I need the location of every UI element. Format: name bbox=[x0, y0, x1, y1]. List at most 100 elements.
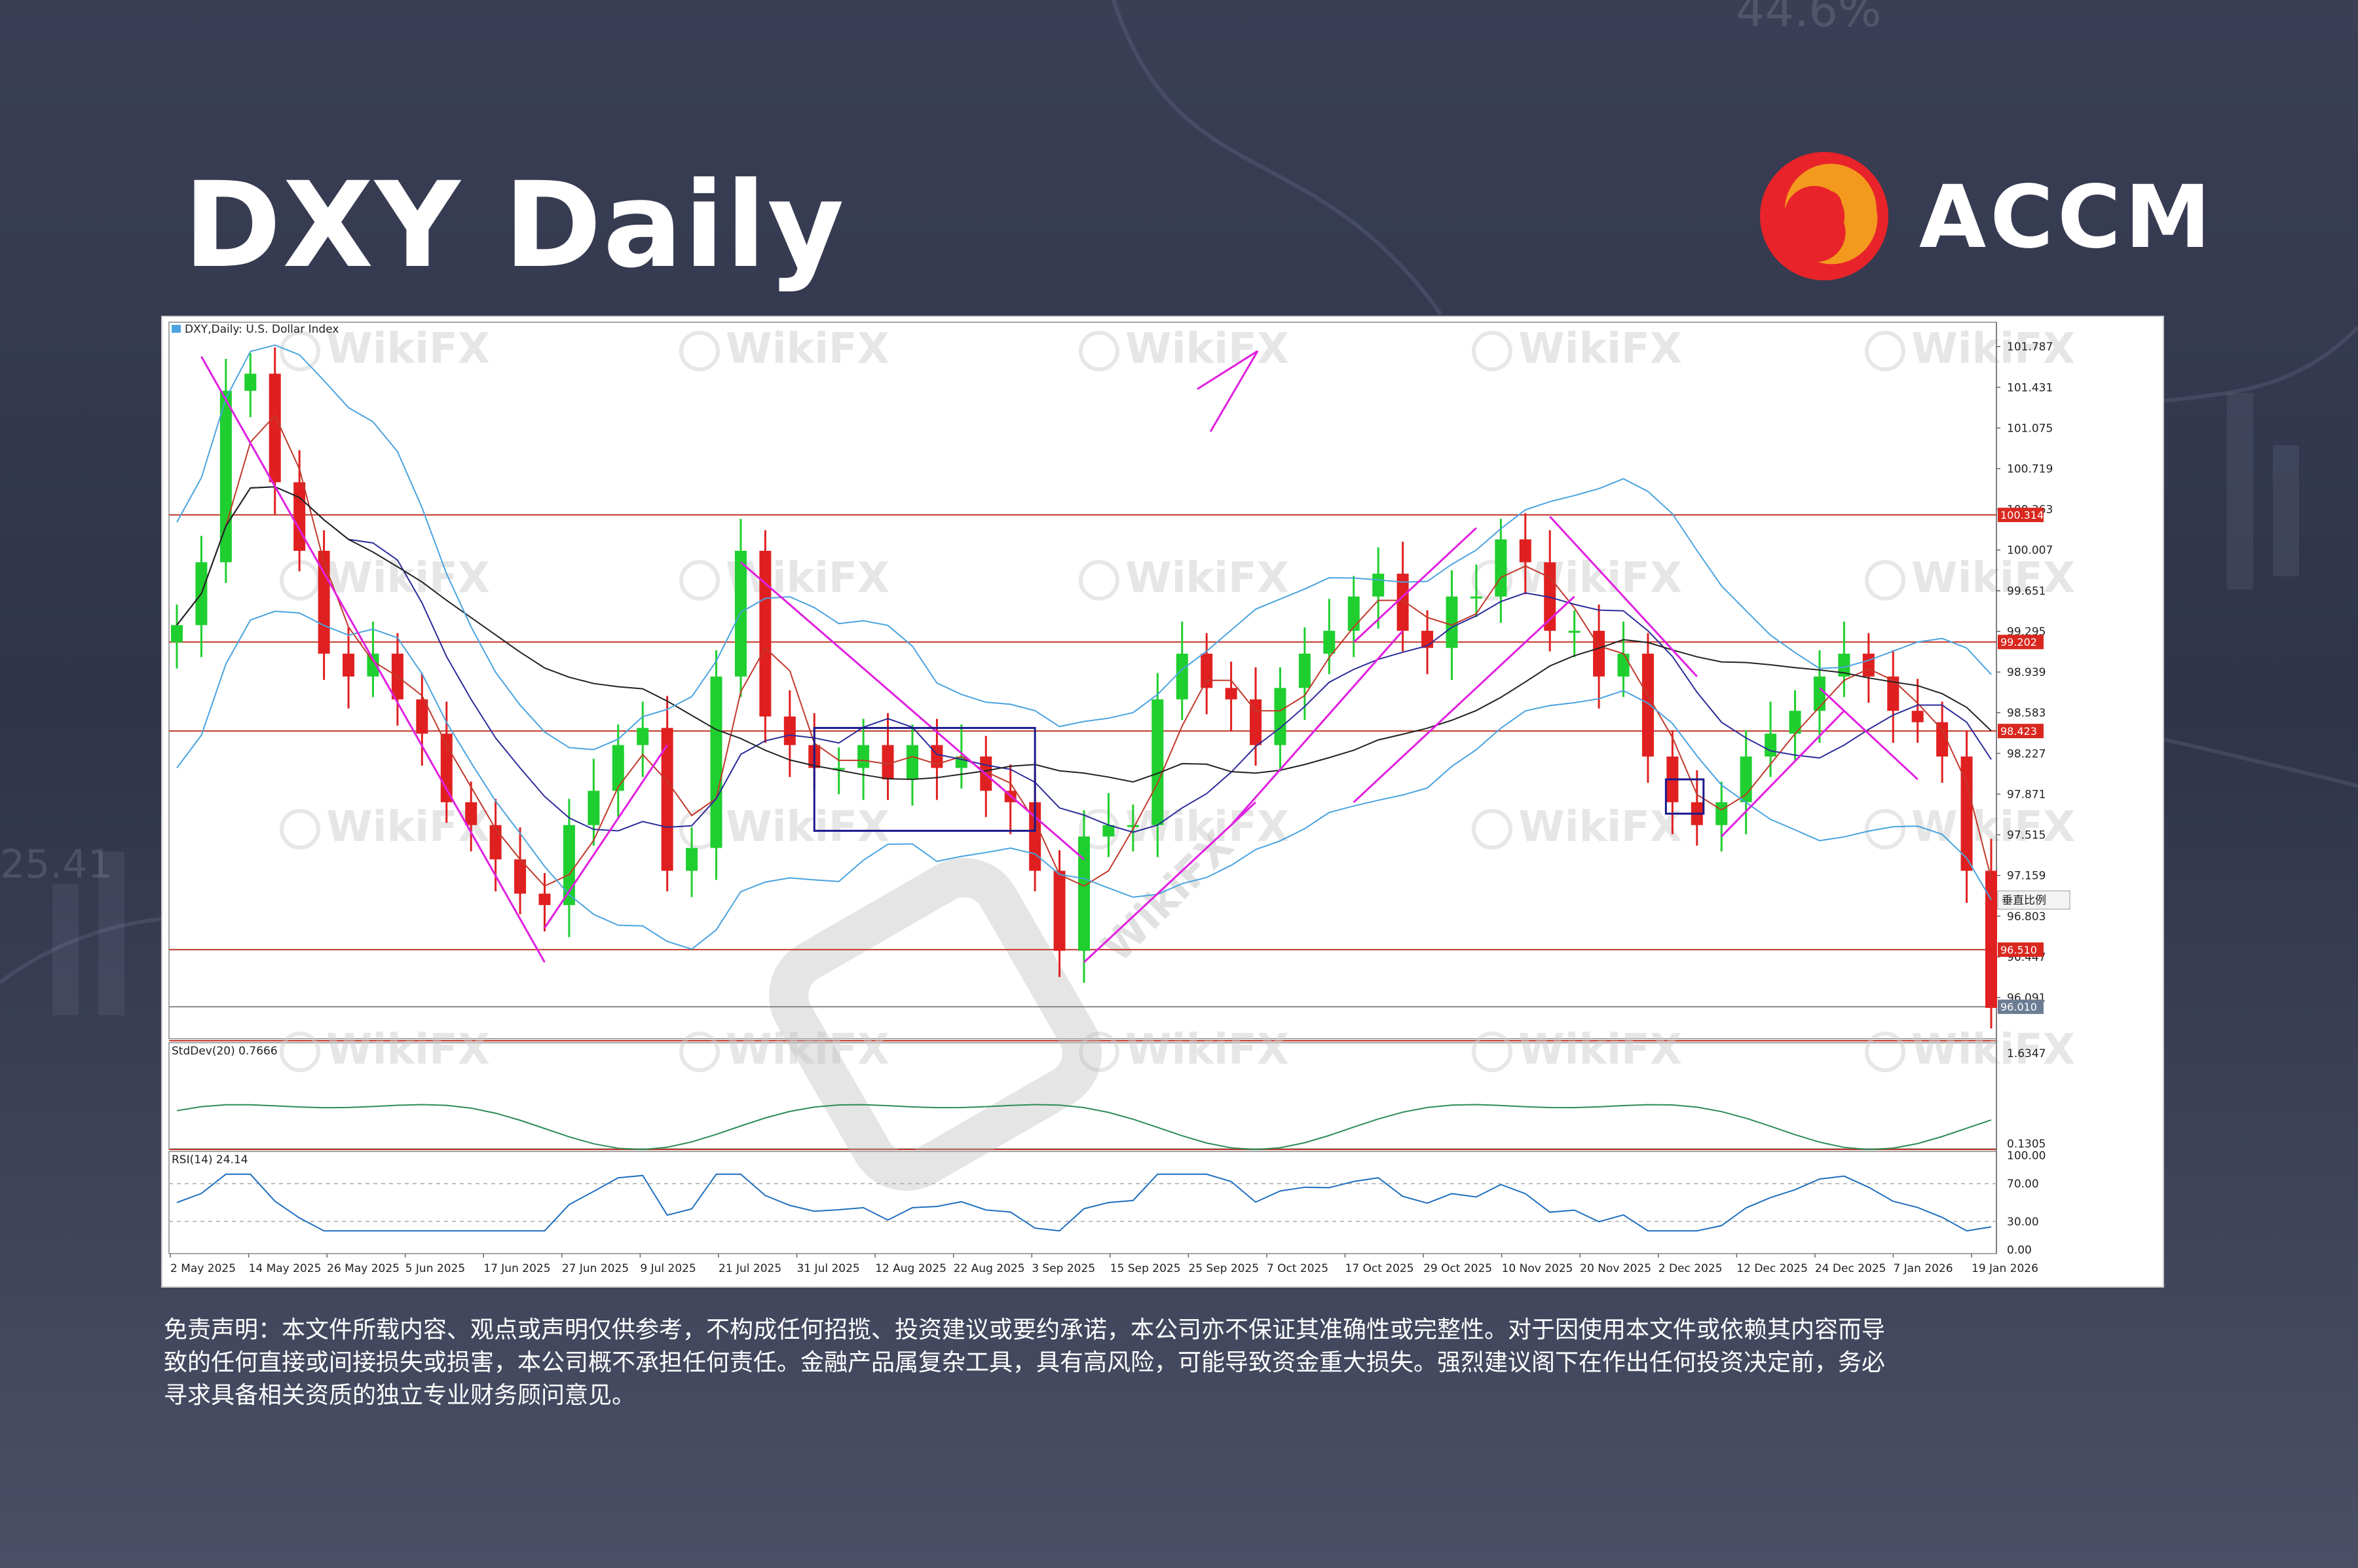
candle-body bbox=[1470, 596, 1482, 599]
watermark-text: WikiFX bbox=[326, 325, 490, 373]
candle-body bbox=[219, 390, 232, 563]
y-tick-label: 100.719 bbox=[2007, 463, 2053, 476]
chart-icon bbox=[172, 325, 181, 333]
candle-body bbox=[1323, 631, 1336, 654]
x-tick-label: 3 Sep 2025 bbox=[1032, 1262, 1095, 1275]
candle-body bbox=[637, 728, 649, 745]
price-label-box bbox=[1998, 942, 2044, 957]
trendline bbox=[200, 356, 546, 963]
candle-body bbox=[710, 676, 722, 848]
watermark-text: WikiFX bbox=[1911, 1026, 2075, 1074]
candle-body bbox=[1789, 711, 1801, 734]
y-tick-label: 0.1305 bbox=[2007, 1138, 2046, 1151]
stddev-line bbox=[176, 1104, 1992, 1151]
watermark-icon bbox=[1472, 331, 1512, 371]
candle-body bbox=[1225, 688, 1237, 700]
y-tick-label: 97.871 bbox=[2007, 788, 2046, 801]
trendline bbox=[1721, 710, 1845, 838]
y-tick-label: 99.651 bbox=[2007, 585, 2046, 598]
candle-body bbox=[1078, 836, 1090, 951]
candle-body bbox=[489, 825, 502, 860]
watermark-icon bbox=[1079, 809, 1119, 849]
trendline bbox=[1818, 687, 1918, 781]
y-tick-label: 96.803 bbox=[2007, 910, 2046, 924]
x-tick-label: 26 May 2025 bbox=[327, 1262, 400, 1275]
x-tick-label: 10 Nov 2025 bbox=[1502, 1262, 1573, 1275]
page-title: DXY Daily bbox=[183, 157, 846, 294]
x-tick-label: 22 Aug 2025 bbox=[954, 1262, 1025, 1275]
candle-body bbox=[563, 825, 575, 905]
watermark-text: WikiFX bbox=[1911, 554, 2075, 603]
trendline bbox=[1549, 515, 1698, 677]
x-tick-label: 24 Dec 2025 bbox=[1815, 1262, 1886, 1275]
candle-body bbox=[1593, 631, 1605, 677]
candle-body bbox=[465, 802, 477, 825]
candle-body bbox=[538, 893, 551, 905]
svg-text:25.41: 25.41 bbox=[0, 842, 113, 887]
candle-body bbox=[857, 745, 870, 768]
candle-body bbox=[1127, 825, 1139, 827]
y-tick-label: 98.227 bbox=[2007, 747, 2046, 760]
watermark-text: WikiFX bbox=[1911, 803, 2075, 851]
trendline bbox=[1230, 630, 1404, 826]
candle-body bbox=[1102, 825, 1115, 837]
watermark-text: WikiFX bbox=[1125, 554, 1289, 603]
watermark-icon bbox=[769, 858, 1102, 1191]
candle-body bbox=[686, 848, 698, 871]
candle-body bbox=[588, 791, 600, 825]
x-tick-label: 17 Oct 2025 bbox=[1345, 1262, 1413, 1275]
candle-body bbox=[1151, 699, 1164, 825]
x-tick-label: 19 Jan 2026 bbox=[1972, 1262, 2038, 1275]
accm-logo-icon bbox=[1760, 152, 1888, 280]
disclaimer: 免责声明：本文件所载内容、观点或声明仅供参考，不构成任何招揽、投资建议或要约承诺… bbox=[164, 1314, 2181, 1412]
disclaimer-line: 免责声明：本文件所载内容、观点或声明仅供参考，不构成任何招揽、投资建议或要约承诺… bbox=[164, 1316, 1886, 1343]
watermark-icon bbox=[1472, 1032, 1512, 1072]
rsi-label: RSI(14) 24.14 bbox=[172, 1153, 248, 1167]
candle-body bbox=[1201, 653, 1213, 688]
candle-body bbox=[783, 716, 796, 745]
candle-body bbox=[1544, 562, 1556, 631]
x-tick-label: 17 Jun 2025 bbox=[483, 1262, 550, 1275]
candle-body bbox=[1274, 688, 1286, 745]
candle-body bbox=[1568, 631, 1581, 633]
x-tick-label: 29 Oct 2025 bbox=[1423, 1262, 1492, 1275]
disclaimer-line: 寻求具备相关资质的独立专业财务顾问意见。 bbox=[164, 1382, 636, 1409]
candle-body bbox=[1936, 722, 1949, 757]
chart-title: DXY,Daily: U.S. Dollar Index bbox=[185, 323, 339, 336]
candle-body bbox=[1347, 596, 1360, 631]
watermark-text: WikiFX bbox=[726, 554, 889, 603]
y-tick-label: 101.787 bbox=[2007, 341, 2053, 354]
x-tick-label: 2 Dec 2025 bbox=[1658, 1262, 1723, 1275]
price-label-box bbox=[1998, 999, 2044, 1015]
watermark-icon bbox=[1079, 331, 1119, 371]
trendline bbox=[1353, 595, 1575, 803]
drawing-mark bbox=[1197, 350, 1259, 432]
watermark-icon bbox=[1079, 1032, 1119, 1072]
candle-body bbox=[171, 625, 183, 643]
candle-body bbox=[1519, 539, 1531, 563]
trendline bbox=[1083, 801, 1257, 963]
x-tick-label: 14 May 2025 bbox=[249, 1262, 322, 1275]
y-tick-label: 98.583 bbox=[2007, 707, 2046, 720]
watermark-icon bbox=[1865, 1032, 1905, 1072]
x-tick-label: 31 Jul 2025 bbox=[797, 1262, 860, 1275]
y-tick-label: 100.00 bbox=[2007, 1149, 2046, 1163]
x-tick-label: 25 Sep 2025 bbox=[1188, 1262, 1259, 1275]
trendline bbox=[739, 561, 1085, 861]
watermark-icon bbox=[679, 1032, 720, 1072]
watermark-text: WikiFX bbox=[726, 1026, 889, 1074]
candle-body bbox=[1911, 711, 1924, 722]
x-tick-label: 7 Jan 2026 bbox=[1893, 1262, 1953, 1275]
trendline bbox=[1353, 527, 1477, 643]
candle-body bbox=[1838, 653, 1850, 677]
watermark-text: WikiFX bbox=[326, 1026, 490, 1074]
candle-body bbox=[906, 745, 918, 779]
rsi-line bbox=[176, 1173, 1992, 1232]
candle-body bbox=[416, 699, 428, 734]
price-label-box bbox=[1998, 724, 2044, 739]
candle-body bbox=[1495, 539, 1507, 597]
candle-body bbox=[612, 745, 624, 791]
watermark-icon bbox=[280, 809, 320, 849]
price-label-box bbox=[1998, 508, 2044, 523]
x-tick-label: 27 Jun 2025 bbox=[562, 1262, 629, 1275]
